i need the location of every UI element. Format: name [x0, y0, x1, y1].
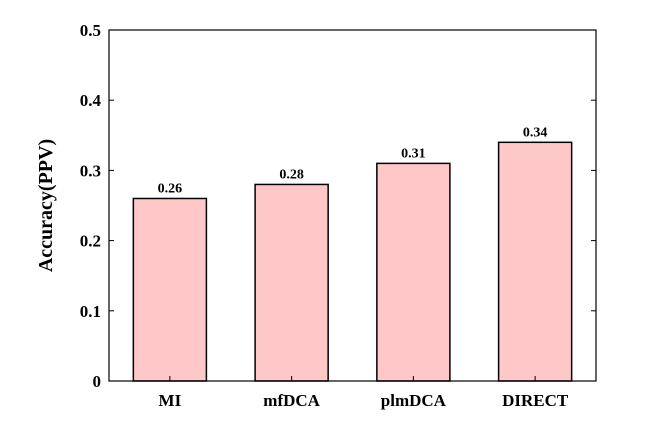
bar-value-label: 0.28 [279, 167, 304, 182]
bar-value-label: 0.31 [401, 146, 426, 161]
plot-frame [108, 29, 597, 382]
y-tick-label: 0 [93, 372, 102, 391]
bar-direct [497, 141, 573, 382]
bar-mfdca [254, 183, 329, 382]
y-tick-label: 0.5 [80, 21, 101, 40]
x-tick-label: mfDCA [263, 391, 320, 410]
y-tick-label: 0.4 [80, 91, 102, 110]
bars-layer: 0.26 0.28 0.31 0.34 [132, 125, 573, 382]
bar-plmdca [376, 162, 451, 382]
y-tick-label: 0.3 [80, 161, 101, 180]
ticks-layer: MI mfDCA plmDCA DIRECT 0 0.1 0.2 0.3 0.4 0.5 [80, 21, 596, 410]
y-axis-label: Accuracy(PPV) [35, 139, 57, 272]
x-tick-label: DIRECT [502, 391, 569, 410]
x-tick-label: MI [159, 391, 182, 410]
bar-value-label: 0.26 [158, 181, 183, 196]
x-tick-label: plmDCA [381, 391, 447, 410]
y-tick-label: 0.1 [80, 302, 101, 321]
y-tick-label: 0.2 [80, 232, 101, 251]
bar-value-label: 0.34 [523, 125, 548, 140]
bar-mi [132, 197, 208, 382]
